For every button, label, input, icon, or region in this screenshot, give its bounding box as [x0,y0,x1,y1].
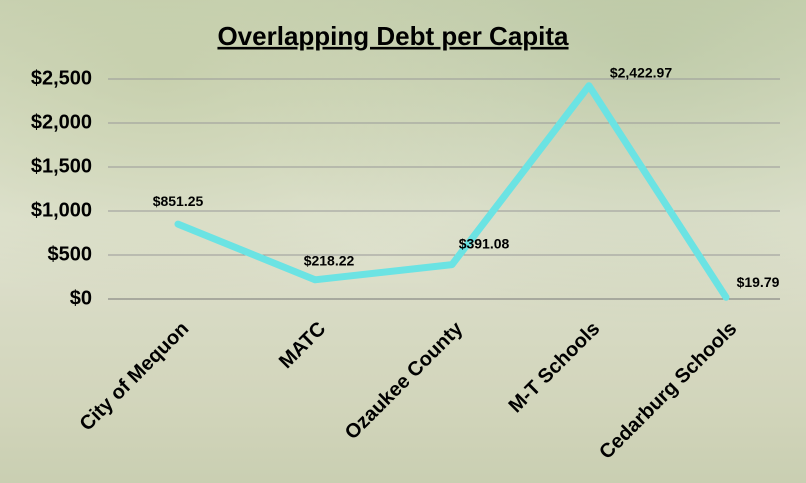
y-tick-label: $500 [48,243,93,265]
chart-title: Overlapping Debt per Capita [217,21,569,51]
x-tick-label: City of Mequon [76,318,194,436]
data-label: $19.79 [737,274,780,290]
data-label: $218.22 [304,252,355,268]
y-tick-label: $1,000 [31,199,92,221]
data-label: $851.25 [153,193,204,209]
x-tick-label: M-T Schools [505,318,605,418]
y-tick-label: $0 [70,287,92,309]
x-tick-label: Cedarburg Schools [595,318,741,464]
line [174,82,730,301]
data-label: $391.08 [459,235,510,251]
y-tick-label: $2,500 [31,67,92,89]
y-tick-label: $1,500 [31,155,92,177]
x-tick-label: Ozaukee County [341,317,468,444]
data-label: $2,422.97 [610,64,672,80]
x-tick-label: MATC [275,318,330,373]
y-tick-label: $2,000 [31,111,92,133]
